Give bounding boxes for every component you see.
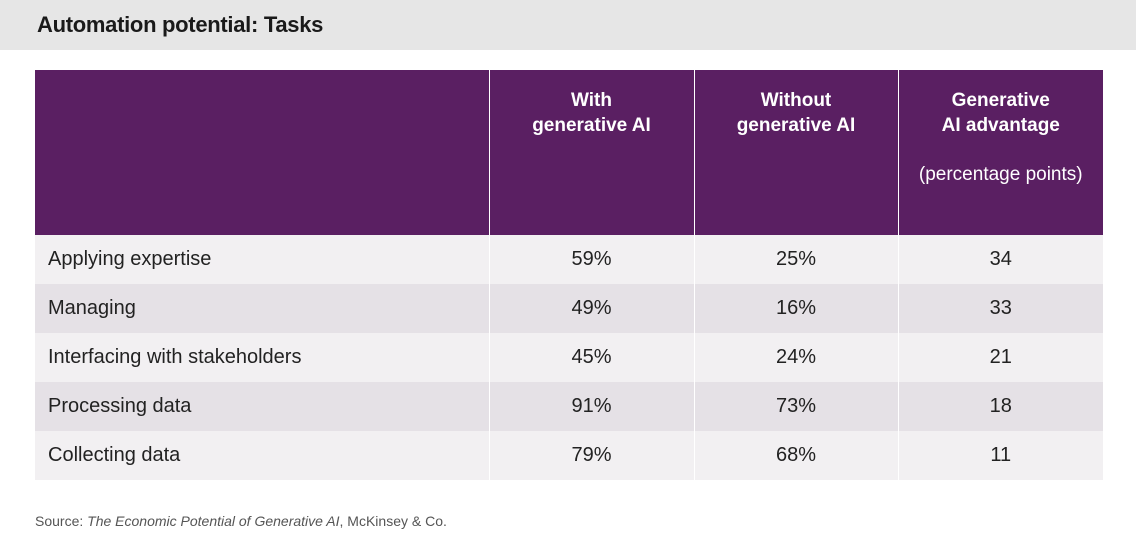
header-task xyxy=(35,70,490,235)
automation-table: With generative AI Without generative AI… xyxy=(35,70,1103,480)
header-without-line1: Without xyxy=(760,90,832,111)
without-genai-value: 25% xyxy=(694,235,899,284)
task-label: Applying expertise xyxy=(35,235,490,284)
with-genai-value: 45% xyxy=(489,333,695,382)
header-advantage-line2: AI advantage xyxy=(941,115,1060,136)
header-with-line1: With xyxy=(571,90,612,111)
advantage-value: 34 xyxy=(898,235,1103,284)
with-genai-value: 91% xyxy=(489,382,695,431)
header-row: With generative AI Without generative AI… xyxy=(35,70,1103,235)
table-row: Interfacing with stakeholders 45% 24% 21 xyxy=(35,333,1103,382)
source-work-title: The Economic Potential of Generative AI xyxy=(87,513,340,529)
header-advantage-unit: (percentage points) xyxy=(918,164,1083,185)
source-prefix: Source: xyxy=(35,513,88,529)
advantage-value: 18 xyxy=(898,382,1103,431)
header-advantage-line1: Generative xyxy=(951,90,1050,111)
task-label: Interfacing with stakeholders xyxy=(35,333,490,382)
header-without-genai: Without generative AI xyxy=(694,70,899,235)
without-genai-value: 68% xyxy=(694,431,899,480)
task-label: Collecting data xyxy=(35,431,490,480)
table-row: Collecting data 79% 68% 11 xyxy=(35,431,1103,480)
advantage-value: 11 xyxy=(898,431,1103,480)
advantage-value: 21 xyxy=(898,333,1103,382)
header-with-line2: generative AI xyxy=(532,115,651,136)
task-label: Processing data xyxy=(35,382,490,431)
title-bar: Automation potential: Tasks xyxy=(0,0,1136,50)
page-title: Automation potential: Tasks xyxy=(37,12,324,37)
source-publisher: , McKinsey & Co. xyxy=(339,513,447,529)
header-with-genai: With generative AI xyxy=(489,70,695,235)
without-genai-value: 24% xyxy=(694,333,899,382)
source-note: Source: The Economic Potential of Genera… xyxy=(35,513,447,529)
header-advantage: Generative AI advantage (percentage poin… xyxy=(898,70,1103,235)
advantage-value: 33 xyxy=(898,284,1103,333)
table-row: Processing data 91% 73% 18 xyxy=(35,382,1103,431)
with-genai-value: 59% xyxy=(489,235,695,284)
without-genai-value: 73% xyxy=(694,382,899,431)
table-row: Managing 49% 16% 33 xyxy=(35,284,1103,333)
task-label: Managing xyxy=(35,284,490,333)
with-genai-value: 49% xyxy=(489,284,695,333)
with-genai-value: 79% xyxy=(489,431,695,480)
table-row: Applying expertise 59% 25% 34 xyxy=(35,235,1103,284)
without-genai-value: 16% xyxy=(694,284,899,333)
header-without-line2: generative AI xyxy=(736,115,856,136)
